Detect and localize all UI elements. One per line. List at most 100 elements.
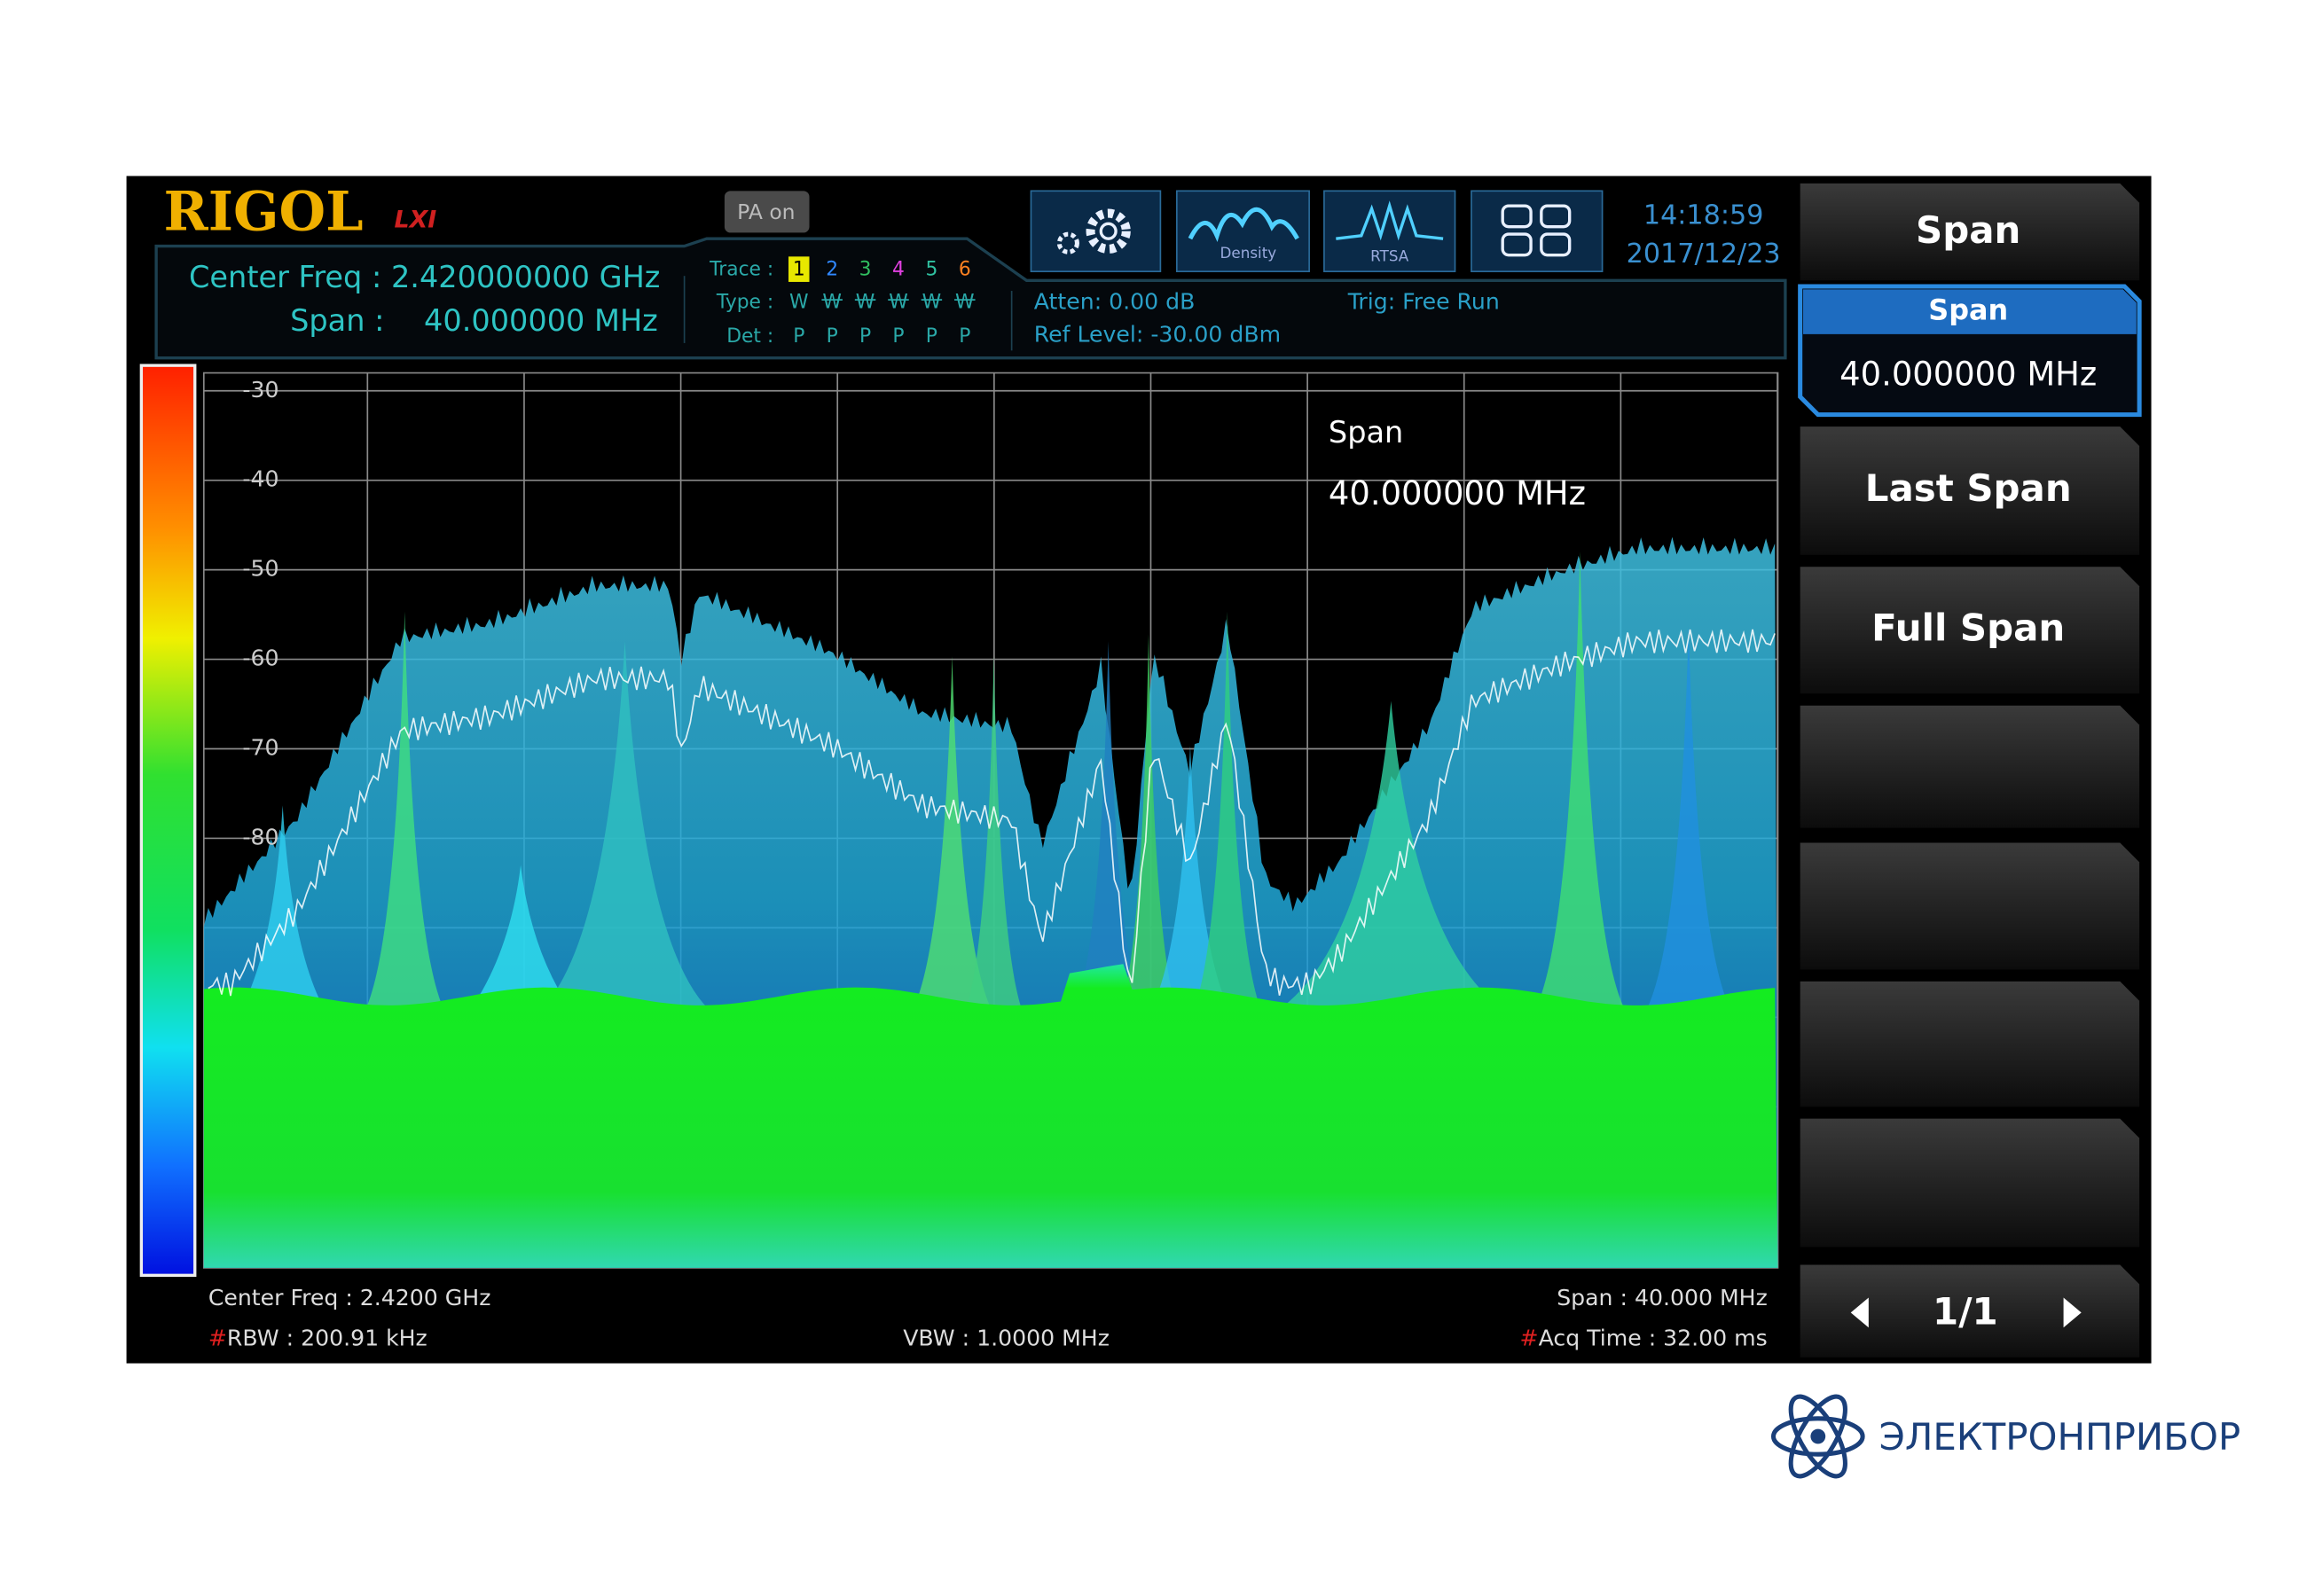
softkey-frame (1800, 842, 2140, 970)
density-label: Density (1220, 244, 1276, 262)
y-tick-label: -30 (242, 377, 278, 403)
softkey[interactable]: Last Span (1800, 426, 2140, 555)
span-value: 40.000000 MHz (424, 303, 658, 338)
atom-orbit (1788, 1394, 1847, 1479)
trace-number: 3 (859, 258, 872, 280)
y-tick-label: -80 (242, 824, 278, 849)
softkey-frame (1800, 705, 2140, 828)
softkey-span[interactable]: Span (1800, 183, 2140, 281)
spectrum-peak (1072, 641, 1144, 1014)
layout-icon (1540, 204, 1572, 229)
layout-button[interactable] (1471, 190, 1604, 273)
button-frame (1323, 190, 1456, 273)
softkey-title: Span (1916, 208, 2020, 252)
atom-orbit (1770, 1416, 1865, 1457)
density-icon (1188, 207, 1299, 242)
trace-detector: P (926, 325, 937, 348)
trace-line (208, 629, 1776, 997)
layout-icon (1501, 204, 1533, 229)
footer-center-freq: Center Freq : 2.4200 GHz (208, 1285, 491, 1310)
trace-type: W (822, 291, 842, 313)
softkey-title-bar (1803, 289, 2137, 334)
rtsa-button[interactable]: RTSA (1323, 190, 1456, 273)
ref-level: Ref Level: -30.00 dBm (1034, 321, 1281, 347)
atom-core (1810, 1428, 1826, 1444)
softkey-active-title: Span (1928, 293, 2008, 327)
button-frame (1471, 190, 1604, 273)
softkey-frame (1800, 1118, 2140, 1248)
prev-page[interactable] (1850, 1297, 1869, 1328)
annotation-title: Span (1329, 415, 1403, 450)
trace-type: W (922, 291, 942, 313)
header-panel (154, 237, 1787, 360)
spectrum-peak (1118, 633, 1179, 1014)
softkey-frame (1800, 567, 2140, 694)
spectrum-peak (363, 611, 447, 1014)
trace-number: 5 (925, 258, 937, 280)
trace-type: W (889, 291, 908, 313)
spectrum-peak (1532, 552, 1628, 1014)
annotation-value: 40.000000 MHz (1329, 474, 1586, 512)
trigger: Trig: Free Run (1347, 288, 1500, 314)
trace-type: W (856, 291, 875, 313)
spectrum-peak (1643, 626, 1734, 1014)
trace-detector: P (959, 325, 970, 348)
softkey-label: Full Span (1871, 606, 2065, 649)
footer-rbw: #RBW : 200.91 kHz (208, 1326, 427, 1351)
button-frame (1176, 190, 1310, 273)
y-tick-label: -40 (242, 466, 278, 492)
density-button[interactable]: Density (1176, 190, 1310, 273)
pa-badge (724, 191, 810, 233)
spectrum-peak (238, 805, 328, 1014)
clock-date: 2017/12/23 (1627, 239, 1781, 270)
trace-detector: P (859, 325, 871, 348)
y-tick-label: -50 (242, 556, 278, 582)
softkey-frame (1800, 981, 2140, 1107)
y-tick-label: -70 (242, 734, 278, 760)
softkey-pager: 1/1 (1800, 1264, 2140, 1357)
pa-status: PA on (737, 200, 795, 224)
spectrum-peak (963, 656, 1024, 1014)
acq-flag: # (1520, 1326, 1539, 1351)
button-frame (1030, 190, 1162, 273)
softkey (1800, 1118, 2140, 1248)
layout-icon (1501, 232, 1533, 257)
softkey-active-value: 40.000000 MHz (1839, 355, 2097, 393)
trace-number: 1 (793, 258, 805, 280)
footer-vbw: VBW : 1.0000 MHz (903, 1326, 1110, 1351)
softkey-active-span[interactable]: Span 40.000000 MHz (1798, 284, 2142, 418)
footer-span: Span : 40.000 MHz (1557, 1285, 1768, 1310)
settings-button[interactable] (1030, 190, 1162, 273)
clock-time: 14:18:59 (1643, 200, 1764, 231)
trace-label: Trace : (709, 258, 773, 280)
softkey (1800, 842, 2140, 970)
footer-acq: #Acq Time : 32.00 ms (1520, 1326, 1768, 1351)
trace-number: 4 (892, 258, 905, 280)
trace-number: 6 (959, 258, 971, 280)
watermark-text: ЭЛЕКТРОНПРИБОР (1879, 1415, 2241, 1459)
trace-type: W (789, 291, 809, 313)
layout-icon (1540, 232, 1572, 257)
atom-orbit (1788, 1394, 1847, 1479)
softkey-frame (1800, 183, 2140, 281)
rbw-text: RBW : 200.91 kHz (227, 1326, 427, 1351)
softkey-label: Last Span (1865, 466, 2072, 510)
y-tick-label: -60 (242, 645, 278, 671)
gear-icon (1056, 231, 1079, 254)
trace-detector: P (892, 325, 904, 348)
trace-detector: P (827, 325, 838, 348)
rtsa-label: RTSA (1370, 246, 1409, 264)
color-bar (139, 364, 197, 1277)
gear-icon (1099, 222, 1118, 240)
acq-text: Acq Time : 32.00 ms (1539, 1326, 1768, 1351)
trace-detector: P (793, 325, 804, 348)
next-page[interactable] (2063, 1297, 2082, 1328)
center-freq: Center Freq : 2.420000000 GHz (189, 260, 660, 294)
trace-highlight (788, 256, 810, 282)
det-label: Det : (726, 325, 773, 348)
brand-logo: RIGOL (164, 180, 364, 243)
page-indicator: 1/1 (1933, 1290, 1998, 1334)
softkey[interactable]: Full Span (1800, 567, 2140, 694)
